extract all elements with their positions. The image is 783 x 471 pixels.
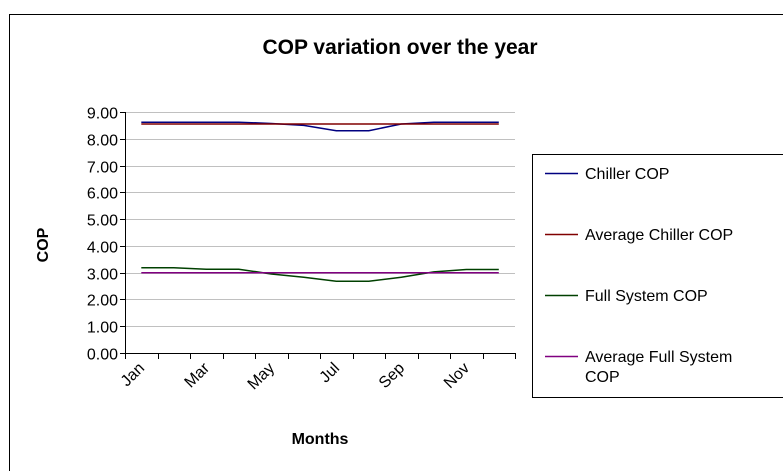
y-tick-label: 4.00: [87, 240, 118, 257]
y-tick-label: 5.00: [87, 213, 118, 230]
legend-item: Average Chiller COP: [545, 227, 733, 244]
y-tick-label: 1.00: [87, 320, 118, 337]
chart-title: COP variation over the year: [262, 36, 537, 59]
y-axis-label: COP: [35, 227, 52, 262]
y-tick-label: 3.00: [87, 267, 118, 284]
legend-label: Chiller COP: [585, 166, 669, 183]
x-axis-label: Months: [292, 431, 349, 448]
legend-label: Full System COP: [585, 288, 708, 305]
y-tick-label: 0.00: [87, 347, 118, 364]
y-tick-label: 9.00: [87, 106, 118, 123]
y-axis-ticks: 0.00 1.00 2.00 3.00 4.00 5.00 6.00 7.00 8.00 9.00: [87, 106, 125, 364]
series-lines: [141, 121, 499, 282]
legend-item: Full System COP: [545, 288, 708, 305]
legend-label: Average Chiller COP: [585, 227, 733, 244]
y-tick-label: 7.00: [87, 160, 118, 177]
gridlines: [125, 112, 515, 327]
series-line-1: [141, 121, 499, 132]
y-tick-label: 6.00: [87, 186, 118, 203]
y-tick-label: 2.00: [87, 293, 118, 310]
legend-item: Average Full System COP: [545, 349, 732, 386]
series-line-3: [141, 267, 499, 282]
legend-items: Chiller COP Average Chiller COP Full Syste…: [545, 166, 733, 386]
legend: Chiller COP Average Chiller COP Full Syste…: [532, 154, 783, 398]
legend-label: Average Full System COP: [585, 349, 732, 386]
y-tick-label: 8.00: [87, 133, 118, 150]
legend-item: Chiller COP: [545, 166, 669, 183]
